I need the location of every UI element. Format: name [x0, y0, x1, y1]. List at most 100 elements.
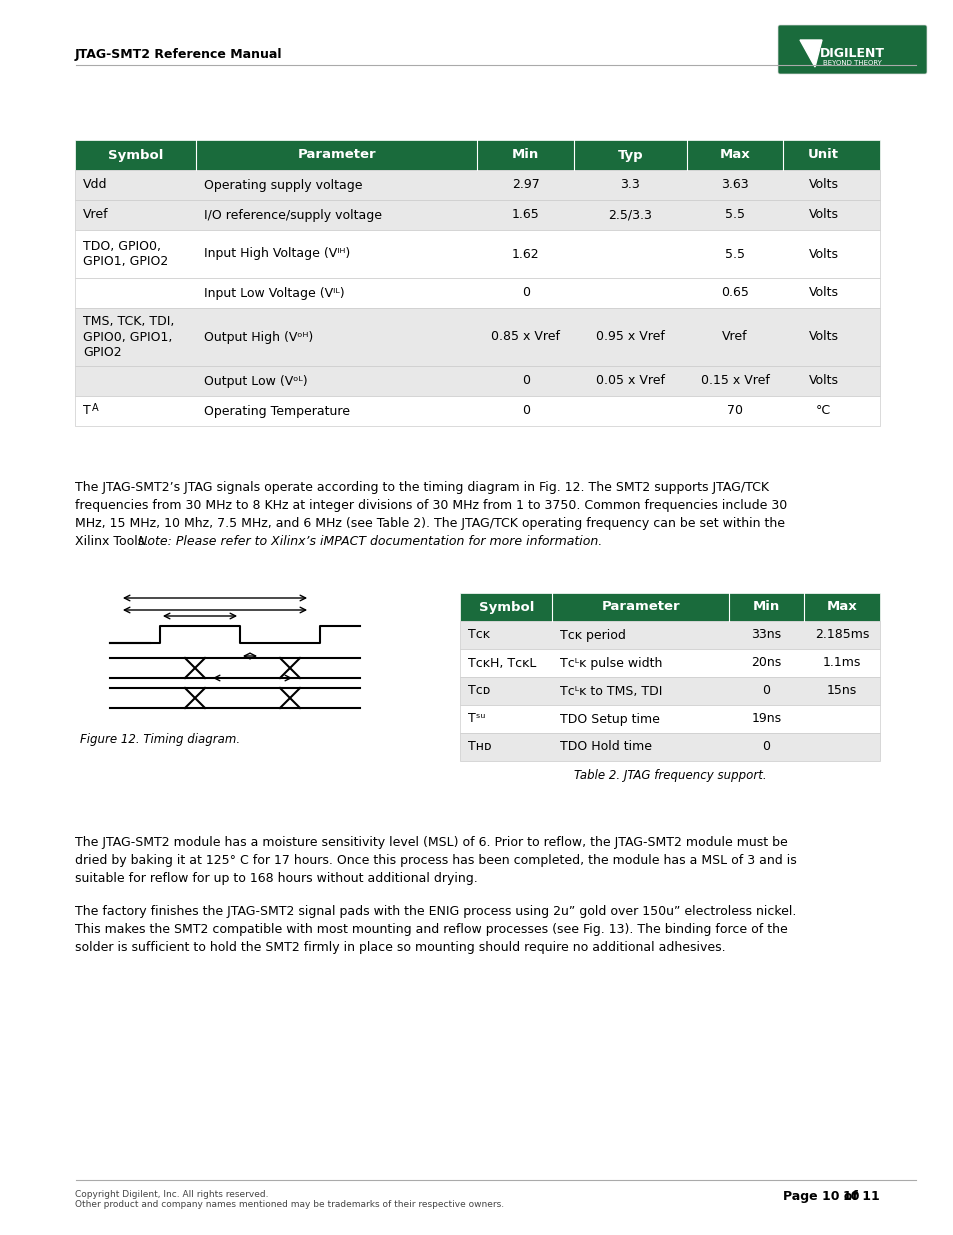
- Text: TDO Hold time: TDO Hold time: [559, 741, 652, 753]
- Text: Max: Max: [719, 148, 750, 162]
- Text: TᴄᴋH, TᴄᴋL: TᴄᴋH, TᴄᴋL: [468, 657, 536, 669]
- Text: DIGILENT: DIGILENT: [819, 47, 883, 61]
- Text: Tᴄᴸᴋ pulse width: Tᴄᴸᴋ pulse width: [559, 657, 662, 669]
- Text: 0.65: 0.65: [720, 287, 748, 300]
- Text: °C: °C: [815, 405, 830, 417]
- Text: JTAG-SMT2 Reference Manual: JTAG-SMT2 Reference Manual: [75, 48, 282, 61]
- Text: 0: 0: [521, 405, 529, 417]
- Text: 1.1ms: 1.1ms: [822, 657, 861, 669]
- FancyBboxPatch shape: [75, 396, 879, 426]
- Text: Output Low (Vᵒᴸ): Output Low (Vᵒᴸ): [204, 374, 307, 388]
- Text: TDO, GPIO0,
GPIO1, GPIO2: TDO, GPIO0, GPIO1, GPIO2: [83, 240, 168, 268]
- FancyBboxPatch shape: [75, 170, 879, 200]
- FancyBboxPatch shape: [75, 278, 879, 308]
- Text: A: A: [91, 403, 98, 412]
- Text: I/O reference/supply voltage: I/O reference/supply voltage: [204, 209, 381, 221]
- FancyBboxPatch shape: [75, 200, 879, 230]
- Text: 10: 10: [841, 1191, 859, 1203]
- Text: 2.97: 2.97: [512, 179, 539, 191]
- FancyBboxPatch shape: [778, 25, 926, 74]
- Text: Output High (Vᵒᴴ): Output High (Vᵒᴴ): [204, 331, 313, 343]
- Text: frequencies from 30 MHz to 8 KHz at integer divisions of 30 MHz from 1 to 3750. : frequencies from 30 MHz to 8 KHz at inte…: [75, 499, 786, 513]
- Text: 15ns: 15ns: [826, 684, 857, 698]
- Text: Input Low Voltage (Vᴵᴸ): Input Low Voltage (Vᴵᴸ): [204, 287, 344, 300]
- Text: 5.5: 5.5: [724, 209, 744, 221]
- Text: 20ns: 20ns: [751, 657, 781, 669]
- Text: T: T: [83, 405, 91, 417]
- Text: Figure 12. Timing diagram.: Figure 12. Timing diagram.: [80, 734, 240, 746]
- Text: This makes the SMT2 compatible with most mounting and reflow processes (see Fig.: This makes the SMT2 compatible with most…: [75, 923, 787, 936]
- Text: 0: 0: [761, 684, 770, 698]
- FancyBboxPatch shape: [459, 705, 879, 734]
- Text: Symbol: Symbol: [108, 148, 163, 162]
- Text: Operating Temperature: Operating Temperature: [204, 405, 350, 417]
- FancyBboxPatch shape: [459, 677, 879, 705]
- FancyBboxPatch shape: [459, 593, 879, 621]
- Text: Parameter: Parameter: [297, 148, 375, 162]
- Text: 1.65: 1.65: [512, 209, 539, 221]
- Text: BEYOND THEORY: BEYOND THEORY: [821, 61, 881, 65]
- Text: Note: Please refer to Xilinx’s iMPACT documentation for more information.: Note: Please refer to Xilinx’s iMPACT do…: [130, 535, 601, 548]
- Text: Operating supply voltage: Operating supply voltage: [204, 179, 362, 191]
- Text: Tᴄᴋ period: Tᴄᴋ period: [559, 629, 625, 641]
- Text: 0: 0: [521, 287, 529, 300]
- Text: Volts: Volts: [808, 209, 838, 221]
- Text: Vdd: Vdd: [83, 179, 108, 191]
- Text: solder is sufficient to hold the SMT2 firmly in place so mounting should require: solder is sufficient to hold the SMT2 fi…: [75, 941, 725, 953]
- Text: Min: Min: [512, 148, 538, 162]
- Text: 2.185ms: 2.185ms: [814, 629, 868, 641]
- Text: 0: 0: [521, 374, 529, 388]
- Text: Volts: Volts: [808, 179, 838, 191]
- Text: Unit: Unit: [807, 148, 839, 162]
- Text: 1.62: 1.62: [512, 247, 539, 261]
- Text: Vref: Vref: [721, 331, 747, 343]
- Text: Tᴄᴅ: Tᴄᴅ: [468, 684, 490, 698]
- Text: Vref: Vref: [83, 209, 109, 221]
- Text: dried by baking it at 125° C for 17 hours. Once this process has been completed,: dried by baking it at 125° C for 17 hour…: [75, 853, 796, 867]
- FancyBboxPatch shape: [459, 621, 879, 650]
- Text: 0.95 x Vref: 0.95 x Vref: [596, 331, 664, 343]
- Text: TDO Setup time: TDO Setup time: [559, 713, 659, 725]
- Text: 33ns: 33ns: [751, 629, 781, 641]
- Text: Min: Min: [752, 600, 780, 614]
- Text: Copyright Digilent, Inc. All rights reserved.
Other product and company names me: Copyright Digilent, Inc. All rights rese…: [75, 1191, 503, 1209]
- Text: 2.5/3.3: 2.5/3.3: [608, 209, 652, 221]
- Text: Volts: Volts: [808, 331, 838, 343]
- FancyBboxPatch shape: [75, 230, 879, 278]
- Text: Tˢᵘ: Tˢᵘ: [468, 713, 485, 725]
- FancyBboxPatch shape: [75, 366, 879, 396]
- Polygon shape: [800, 40, 821, 67]
- Text: 3.63: 3.63: [720, 179, 748, 191]
- Text: Input High Voltage (Vᴵᴴ): Input High Voltage (Vᴵᴴ): [204, 247, 350, 261]
- Text: Tᴄᴸᴋ to TMS, TDI: Tᴄᴸᴋ to TMS, TDI: [559, 684, 662, 698]
- Text: The JTAG-SMT2 module has a moisture sensitivity level (MSL) of 6. Prior to reflo: The JTAG-SMT2 module has a moisture sens…: [75, 836, 787, 848]
- FancyBboxPatch shape: [459, 650, 879, 677]
- Text: 70: 70: [726, 405, 742, 417]
- Text: Tʜᴅ: Tʜᴅ: [468, 741, 491, 753]
- Text: 0.15 x Vref: 0.15 x Vref: [700, 374, 769, 388]
- Text: Symbol: Symbol: [478, 600, 534, 614]
- Text: Parameter: Parameter: [600, 600, 679, 614]
- Text: 3.3: 3.3: [619, 179, 639, 191]
- Text: 0.85 x Vref: 0.85 x Vref: [491, 331, 559, 343]
- FancyBboxPatch shape: [75, 140, 879, 170]
- Text: Volts: Volts: [808, 287, 838, 300]
- Text: suitable for reflow for up to 168 hours without additional drying.: suitable for reflow for up to 168 hours …: [75, 872, 477, 885]
- Text: Typ: Typ: [617, 148, 642, 162]
- Text: 0: 0: [761, 741, 770, 753]
- Text: The factory finishes the JTAG-SMT2 signal pads with the ENIG process using 2u” g: The factory finishes the JTAG-SMT2 signa…: [75, 905, 796, 918]
- Text: Volts: Volts: [808, 247, 838, 261]
- Text: TMS, TCK, TDI,
GPIO0, GPIO1,
GPIO2: TMS, TCK, TDI, GPIO0, GPIO1, GPIO2: [83, 315, 174, 358]
- Text: The JTAG-SMT2’s JTAG signals operate according to the timing diagram in Fig. 12.: The JTAG-SMT2’s JTAG signals operate acc…: [75, 480, 768, 494]
- Text: Xilinx Tools.: Xilinx Tools.: [75, 535, 148, 548]
- Text: 0.05 x Vref: 0.05 x Vref: [596, 374, 664, 388]
- Text: Page 10 of 11: Page 10 of 11: [782, 1191, 879, 1203]
- FancyBboxPatch shape: [459, 734, 879, 761]
- FancyBboxPatch shape: [75, 308, 879, 366]
- Text: Table 2. JTAG frequency support.: Table 2. JTAG frequency support.: [573, 769, 765, 782]
- Text: MHz, 15 MHz, 10 Mhz, 7.5 MHz, and 6 MHz (see Table 2). The JTAG/TCK operating fr: MHz, 15 MHz, 10 Mhz, 7.5 MHz, and 6 MHz …: [75, 517, 784, 530]
- Text: 19ns: 19ns: [751, 713, 781, 725]
- Text: Volts: Volts: [808, 374, 838, 388]
- Text: 5.5: 5.5: [724, 247, 744, 261]
- Text: Max: Max: [826, 600, 857, 614]
